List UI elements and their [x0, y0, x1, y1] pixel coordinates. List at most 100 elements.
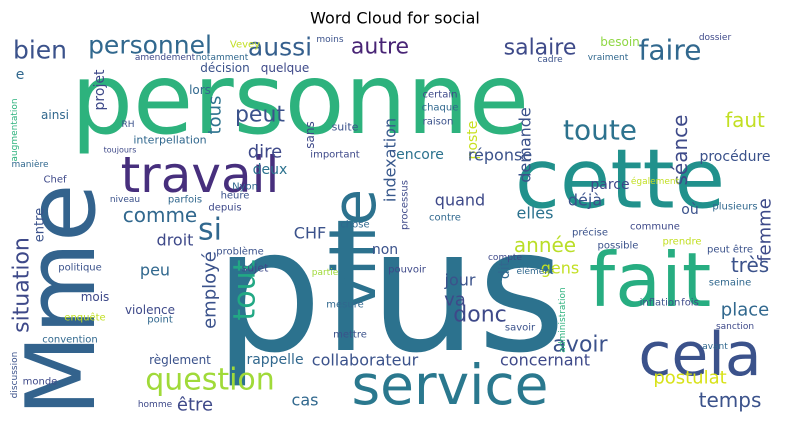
word: travail [121, 146, 280, 204]
plot-area [14, 30, 776, 418]
word: amendement [135, 53, 196, 63]
word: quand [435, 191, 485, 210]
word: quelque [261, 61, 310, 75]
word: temps [699, 388, 762, 412]
word: interpellation [133, 134, 206, 147]
word: personne [71, 43, 529, 157]
word: semaine [709, 278, 752, 289]
word: place [721, 300, 769, 321]
word: plusieurs [712, 202, 757, 213]
word: monde [23, 377, 58, 388]
word: possible [598, 241, 639, 252]
word: cela [638, 320, 761, 390]
word: être [177, 395, 213, 416]
word: deux [253, 162, 288, 178]
word: faire [639, 34, 702, 67]
word: cadre [537, 55, 563, 65]
word: tout [228, 259, 263, 320]
word: mettre [333, 330, 367, 341]
word: dit [497, 260, 513, 279]
word: peu [140, 261, 170, 280]
word: commune [630, 222, 680, 233]
word: aussi [248, 33, 312, 62]
word: Vevey [230, 40, 260, 51]
word: décision [200, 61, 249, 75]
word: compte [488, 253, 522, 263]
word: question [145, 363, 275, 398]
word: savoir [505, 323, 536, 334]
word: demande [516, 107, 535, 183]
word: contre [429, 213, 461, 224]
word: salaire [504, 36, 577, 61]
word: mois [81, 290, 110, 304]
word: certain [423, 90, 458, 101]
word: où [681, 202, 698, 218]
word: parce [590, 177, 629, 193]
word: projet [92, 69, 108, 110]
word: femme [755, 198, 776, 262]
word: règlement [149, 353, 211, 367]
word: non [372, 242, 398, 258]
word: entre [33, 208, 48, 242]
word: pouvoir [388, 265, 427, 276]
word: toute [563, 114, 637, 147]
word: précise [572, 227, 608, 239]
word: important [310, 150, 359, 161]
word: enquête [64, 312, 105, 324]
word: également [631, 176, 680, 187]
word: point [147, 315, 173, 326]
word: problème [216, 246, 264, 258]
word: RH [121, 120, 134, 130]
word: employé [200, 251, 221, 329]
word: vraiment [588, 53, 629, 63]
word: cette [515, 133, 725, 228]
word: depuis [208, 203, 241, 214]
word: année [514, 233, 576, 257]
word: chaque [422, 103, 459, 114]
word: discussion [10, 352, 20, 399]
word: collaborateur [312, 351, 419, 370]
word: gens [541, 259, 579, 278]
word: chose [340, 220, 369, 231]
word: violence [125, 303, 175, 317]
word: peut [235, 103, 285, 128]
word: peut être [707, 244, 753, 256]
word: bien [13, 36, 67, 65]
word: donc [453, 303, 506, 328]
word: ainsi [41, 108, 69, 122]
word: indexation [381, 118, 400, 202]
word: elles [517, 204, 554, 223]
word: personnel [88, 31, 212, 60]
word: avoir [552, 333, 608, 358]
word: heure [221, 191, 250, 202]
word: CHF [294, 224, 326, 243]
word: Nyon [232, 182, 258, 193]
word: partie [312, 268, 339, 278]
word: postulat [653, 368, 726, 389]
word: sujet [242, 262, 270, 275]
word: si [198, 213, 222, 248]
word: manière [11, 159, 49, 170]
word: encore [396, 147, 444, 163]
word: cas [292, 391, 319, 410]
word: besoin [600, 35, 640, 49]
word: lors [189, 83, 211, 97]
word: très [731, 253, 769, 277]
word: sanction [716, 322, 754, 332]
word: procédure [699, 149, 770, 165]
word: fait [589, 236, 712, 324]
word: comme [123, 203, 198, 227]
word: prendre [662, 237, 701, 248]
word: parfois [168, 195, 202, 206]
word: toujours [104, 146, 137, 155]
word: mesure [326, 300, 364, 311]
word: ville [320, 189, 390, 311]
word: faut [725, 108, 765, 132]
word: politique [58, 263, 102, 274]
word: inflation [640, 298, 681, 309]
word: séance [668, 115, 692, 186]
word: convention [42, 335, 98, 346]
word: service [351, 353, 548, 417]
